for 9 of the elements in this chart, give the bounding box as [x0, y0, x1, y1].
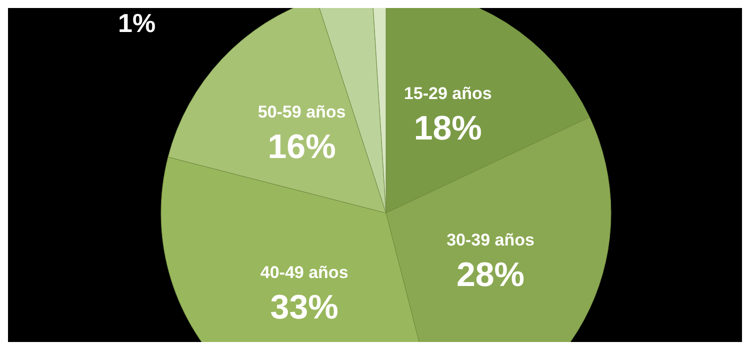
slice-label: 40-49 años: [260, 263, 348, 282]
data-label: 33%: [270, 288, 338, 327]
data-label: 16%: [268, 128, 336, 166]
text: 1%: [118, 8, 156, 38]
slice-label: 30-39 años: [446, 230, 534, 250]
data-label: 18%: [414, 109, 482, 148]
slice-label: 15-29 años: [404, 84, 492, 103]
data-label: 28%: [456, 256, 525, 294]
slice-label: 50-59 años: [258, 102, 346, 122]
